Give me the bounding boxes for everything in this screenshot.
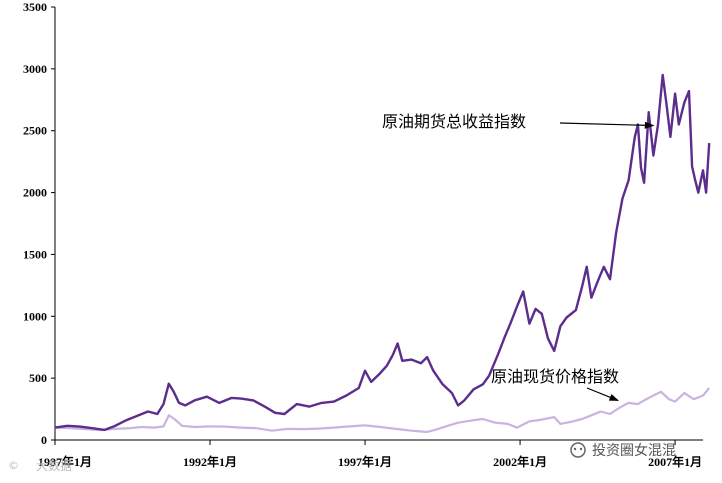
annotation-spot-arrow	[586, 387, 620, 402]
y-tick-label: 2500	[23, 124, 47, 138]
y-tick-label: 0	[41, 433, 47, 447]
y-tick-label: 1500	[23, 247, 47, 261]
wechat-icon	[570, 442, 586, 458]
watermark-left-text: 大数据	[36, 458, 72, 473]
y-tick-label: 2000	[23, 186, 47, 200]
chart-axes	[54, 7, 703, 441]
watermark-left-logo-icon: ©	[8, 459, 19, 472]
watermark-right: 投资圈女混混	[570, 442, 676, 459]
series-line-futures-index	[54, 73, 711, 432]
x-tick-label: 1992年1月	[183, 454, 237, 469]
watermark-right-text: 投资圈女混混	[592, 442, 676, 459]
x-tick-label: 1987年1月	[38, 454, 92, 469]
y-tick-label: 3000	[23, 62, 47, 76]
x-tick-label: 2002年1月	[493, 454, 547, 469]
annotation-futures-arrow	[559, 121, 655, 129]
chart-series	[54, 73, 711, 434]
x-tick-label: 1997年1月	[338, 454, 392, 469]
watermark-left: © 大数据	[8, 458, 72, 473]
annotation-spot-label: 原油现货价格指数	[491, 367, 619, 386]
y-tick-label: 1000	[23, 309, 47, 323]
y-tick-label: 3500	[23, 0, 47, 14]
annotation-futures-label: 原油期货总收益指数	[382, 112, 526, 131]
y-tick-label: 500	[29, 371, 47, 385]
y-axis-ticks: 0 500 1000 1500 2000 2500 3000 3500	[23, 0, 55, 447]
x-tick-label: 2007年1月	[648, 454, 702, 469]
x-axis-ticks: 1987年1月 1992年1月 1997年1月 2002年1月 2007年1月	[38, 440, 702, 469]
series-line-spot-index	[54, 387, 711, 434]
